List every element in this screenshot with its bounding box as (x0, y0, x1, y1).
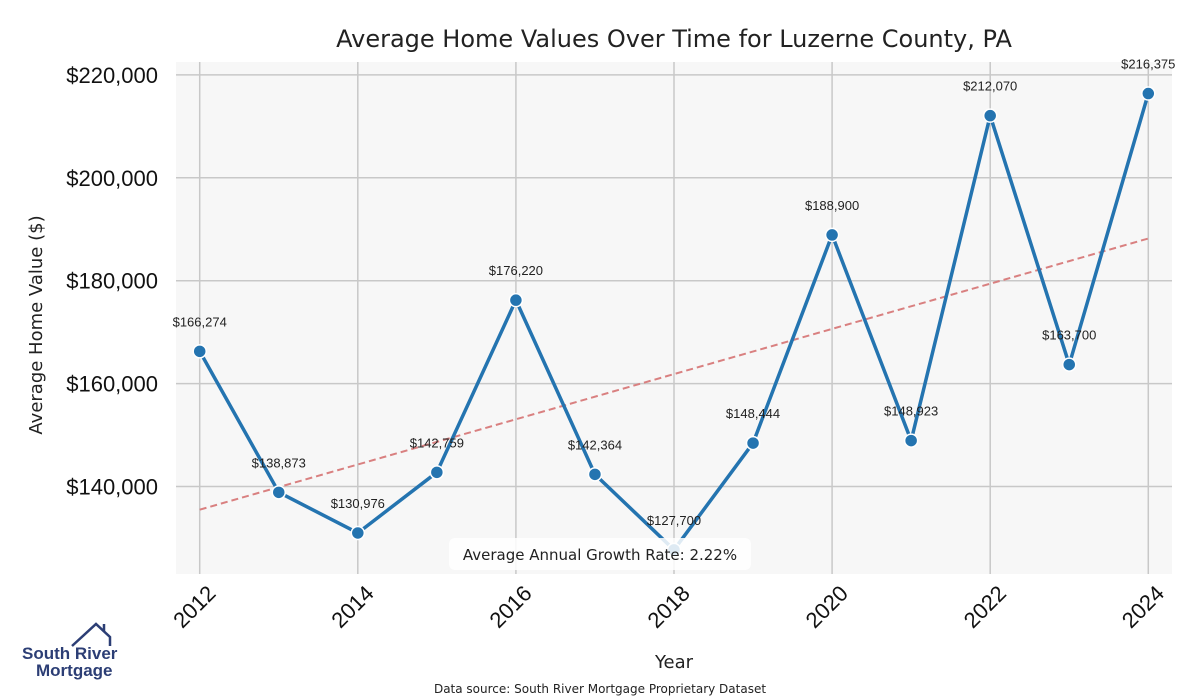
data-label: $166,274 (173, 314, 227, 329)
data-source-note: Data source: South River Mortgage Propri… (434, 682, 766, 696)
x-axis-ticks: 2012 2014 2016 2018 2020 2022 2024 (168, 581, 1169, 633)
x-tick-label: 2018 (643, 581, 695, 633)
y-axis-ticks: $140,000 $160,000 $180,000 $200,000 $220,000 (66, 63, 158, 500)
data-point (192, 344, 207, 359)
data-point (587, 467, 603, 482)
gridlines (176, 62, 1172, 574)
data-labels: $166,274 $138,873 $130,976 $142,759 $176,220… (173, 57, 1176, 528)
chart-title: Average Home Values Over Time for Luzern… (336, 25, 1012, 53)
data-label: $176,220 (489, 263, 543, 278)
x-tick-label: 2014 (326, 581, 378, 633)
y-axis-label: Average Home Value ($) (26, 215, 47, 434)
y-tick-label: $220,000 (66, 63, 158, 88)
data-label: $127,700 (647, 513, 701, 528)
x-tick-label: 2012 (168, 581, 220, 633)
data-point (429, 465, 445, 480)
x-tick-label: 2024 (1117, 581, 1169, 633)
data-label: $163,700 (1042, 328, 1096, 343)
data-label: $130,976 (331, 496, 385, 511)
south-river-mortgage-logo: South River Mortgage (22, 622, 118, 680)
y-tick-label: $140,000 (66, 475, 158, 500)
data-label: $138,873 (252, 455, 306, 470)
annotation-text: Average Annual Growth Rate: 2.22% (463, 546, 737, 564)
data-label: $142,759 (410, 435, 464, 450)
y-tick-label: $180,000 (66, 269, 158, 294)
data-label: $142,364 (568, 437, 622, 452)
data-point (824, 227, 840, 243)
y-tick-label: $160,000 (66, 372, 158, 397)
annotation-box (449, 538, 751, 570)
growth-rate-annotation: Average Annual Growth Rate: 2.22% (449, 538, 751, 570)
data-point (903, 433, 919, 448)
data-point (350, 525, 366, 541)
data-label: $212,070 (963, 79, 1017, 94)
logo-line1: South River (22, 644, 118, 663)
data-point (271, 485, 287, 500)
data-point (508, 292, 524, 308)
x-tick-label: 2016 (484, 581, 536, 633)
data-point (745, 435, 761, 451)
data-point (1141, 86, 1156, 101)
x-axis-label: Year (654, 652, 694, 673)
data-point (982, 108, 998, 123)
data-label: $216,375 (1121, 57, 1175, 72)
data-label: $188,900 (805, 198, 859, 213)
x-tick-label: 2022 (959, 581, 1011, 633)
y-tick-label: $200,000 (66, 166, 158, 191)
data-point (1061, 357, 1077, 372)
data-points (192, 86, 1156, 558)
logo-line2: Mortgage (36, 661, 113, 680)
x-tick-label: 2020 (801, 581, 853, 633)
data-label: $148,444 (726, 406, 780, 421)
data-label: $148,923 (884, 404, 938, 419)
